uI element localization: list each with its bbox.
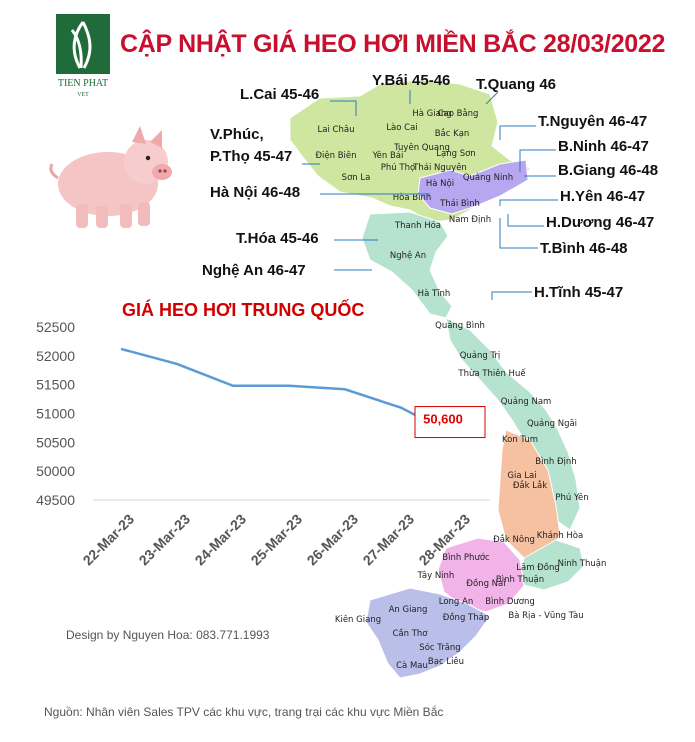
data-label-box (414, 406, 486, 439)
map-province-name: Quảng Nam (501, 396, 552, 407)
price-label-ha-noi: Hà Nội 46-48 (210, 184, 301, 201)
map-province-name: Đồng Nai (466, 578, 505, 589)
x-tick-label: 27-Mar-23 (360, 511, 418, 569)
y-tick-label: 50500 (36, 434, 75, 450)
map-province-name: Hòa Bình (393, 192, 431, 203)
y-tick-label: 49500 (36, 492, 75, 508)
map-region-north-central (361, 211, 453, 319)
price-label-hung-yen: H.Yên 46-47 (560, 188, 646, 205)
map-province-name: Phú Yên (555, 492, 588, 503)
x-tick-label: 28-Mar-23 (416, 511, 474, 569)
map-province-name: Điện Biên (315, 150, 356, 161)
x-axis-ticks: 22-Mar-2323-Mar-2324-Mar-2325-Mar-2326-M… (80, 511, 474, 569)
price-label-tuyen-quang: T.Quang 46 (476, 76, 557, 93)
map-province-name: Sóc Trăng (419, 642, 460, 653)
price-label-bac-ninh: B.Ninh 46-47 (558, 138, 649, 155)
map-province-name: Bắc Kạn (435, 128, 470, 139)
price-label-hai-duong: H.Dương 46-47 (546, 214, 655, 231)
logo-text: TIEN PHAT (58, 78, 108, 89)
map-province-name: Đắk Nông (493, 534, 535, 545)
chart-title: GIÁ HEO HƠI TRUNG QUỐC (122, 300, 365, 320)
x-tick-label: 24-Mar-23 (192, 511, 250, 569)
map-province-name: Kon Tum (502, 435, 538, 445)
price-label-yen-bai: Y.Bái 45-46 (372, 72, 451, 89)
map-province-name: Đắk Lắk (513, 480, 547, 491)
price-label-phu-tho: P.Thọ 45-47 (210, 148, 293, 165)
map-province-name: An Giang (389, 605, 428, 615)
map-province-name: Lâm Đồng (516, 562, 560, 573)
price-label-bac-giang: B.Giang 46-48 (558, 162, 659, 179)
logo-subtext: VET (77, 92, 89, 98)
map-province-name: Lai Châu (318, 125, 355, 135)
map-province-name: Bà Rịa - Vũng Tàu (508, 611, 583, 621)
source-note: Nguồn: Nhân viên Sales TPV các khu vực, … (44, 705, 444, 719)
price-label-nghe-an: Nghệ An 46-47 (202, 262, 306, 279)
price-label-ha-tinh: H.Tĩnh 45-47 (534, 284, 624, 301)
map-province-name: Nghệ An (390, 250, 426, 261)
map-province-name: Cà Mau (396, 661, 428, 671)
map-province-name: Kiên Giang (335, 614, 381, 625)
page-title: CẬP NHẬT GIÁ HEO HƠI MIỀN BẮC 28/03/2022 (120, 30, 666, 58)
y-tick-label: 50000 (36, 463, 75, 479)
x-tick-label: 25-Mar-23 (248, 511, 306, 569)
y-axis-ticks: 49500 50000 50500 51000 51500 52000 52500 (36, 319, 75, 508)
price-label-thai-nguyen: T.Nguyên 46-47 (538, 113, 648, 130)
map-province-name: Hà Nội (426, 178, 454, 189)
map-province-name: Long An (439, 597, 473, 607)
map-region-delta (417, 159, 529, 215)
map-province-name: Đồng Tháp (443, 612, 489, 623)
map-province-name: Hà Giang (412, 109, 451, 119)
map-province-name: Lạng Sơn (436, 149, 475, 159)
series-line (120, 347, 458, 438)
map-province-name: Gia Lai (507, 471, 536, 481)
y-tick-label: 52500 (36, 319, 75, 335)
map-province-name: Thái Bình (439, 199, 480, 209)
map-region-south-east (437, 537, 525, 613)
map-province-name: Tây Ninh (417, 571, 455, 581)
data-label: 50,600 (423, 412, 463, 427)
map-region-mekong (365, 587, 491, 679)
map-province-name: Thừa Thiên Huế (457, 368, 526, 379)
map-province-name: Cần Thơ (392, 628, 428, 639)
map-province-name: Bình Định (535, 457, 576, 467)
map-province-name: Quảng Trị (460, 350, 501, 361)
line-chart: 49500 50000 50500 51000 51500 52000 52500 22-M… (36, 319, 490, 569)
map-province-name: Thanh Hóa (394, 220, 441, 231)
map-province-name: Phú Thọ (381, 163, 415, 173)
map-province-name: Thái Nguyên (412, 162, 467, 173)
x-tick-label: 23-Mar-23 (136, 511, 194, 569)
y-tick-label: 52000 (36, 348, 75, 364)
map-province-name: Bình Phước (442, 552, 490, 563)
map-province-name: Lào Cai (386, 123, 417, 133)
map-province-name: Yên Bái (372, 150, 404, 161)
map-province-name: Hà Tĩnh (418, 289, 451, 299)
map-province-name: Quảng Ninh (463, 172, 513, 183)
map-province-name: Bạc Liêu (428, 656, 464, 667)
map-province-name: Tuyên Quang (393, 142, 450, 153)
price-label-lao-cai: L.Cai 45-46 (240, 86, 320, 103)
map-province-name: Ninh Thuận (558, 559, 607, 569)
y-tick-label: 51000 (36, 406, 75, 422)
price-label-thanh-hoa: T.Hóa 45-46 (236, 230, 319, 247)
map-province-name: Quảng Ngãi (527, 418, 577, 429)
price-label-thai-binh: T.Bình 46-48 (540, 240, 628, 257)
y-tick-label: 51500 (36, 377, 75, 393)
map-province-name: Quảng Bình (435, 320, 485, 331)
x-tick-label: 22-Mar-23 (80, 511, 138, 569)
map-province-name: Sơn La (342, 173, 371, 183)
map-province-name: Khánh Hòa (537, 530, 583, 541)
design-credit: Design by Nguyen Hoa: 083.771.1993 (66, 628, 270, 642)
company-logo: TIEN PHAT VET (50, 10, 116, 98)
pig-illustration (46, 120, 176, 232)
map-province-name: Bình Thuận (496, 575, 544, 585)
price-label-vinh-phuc: V.Phúc, (210, 126, 264, 143)
map-province-name: Nam Định (449, 215, 491, 225)
x-tick-label: 26-Mar-23 (304, 511, 362, 569)
map-province-name: Cao Bằng (438, 108, 479, 119)
map-province-name: Bình Dương (485, 597, 535, 607)
